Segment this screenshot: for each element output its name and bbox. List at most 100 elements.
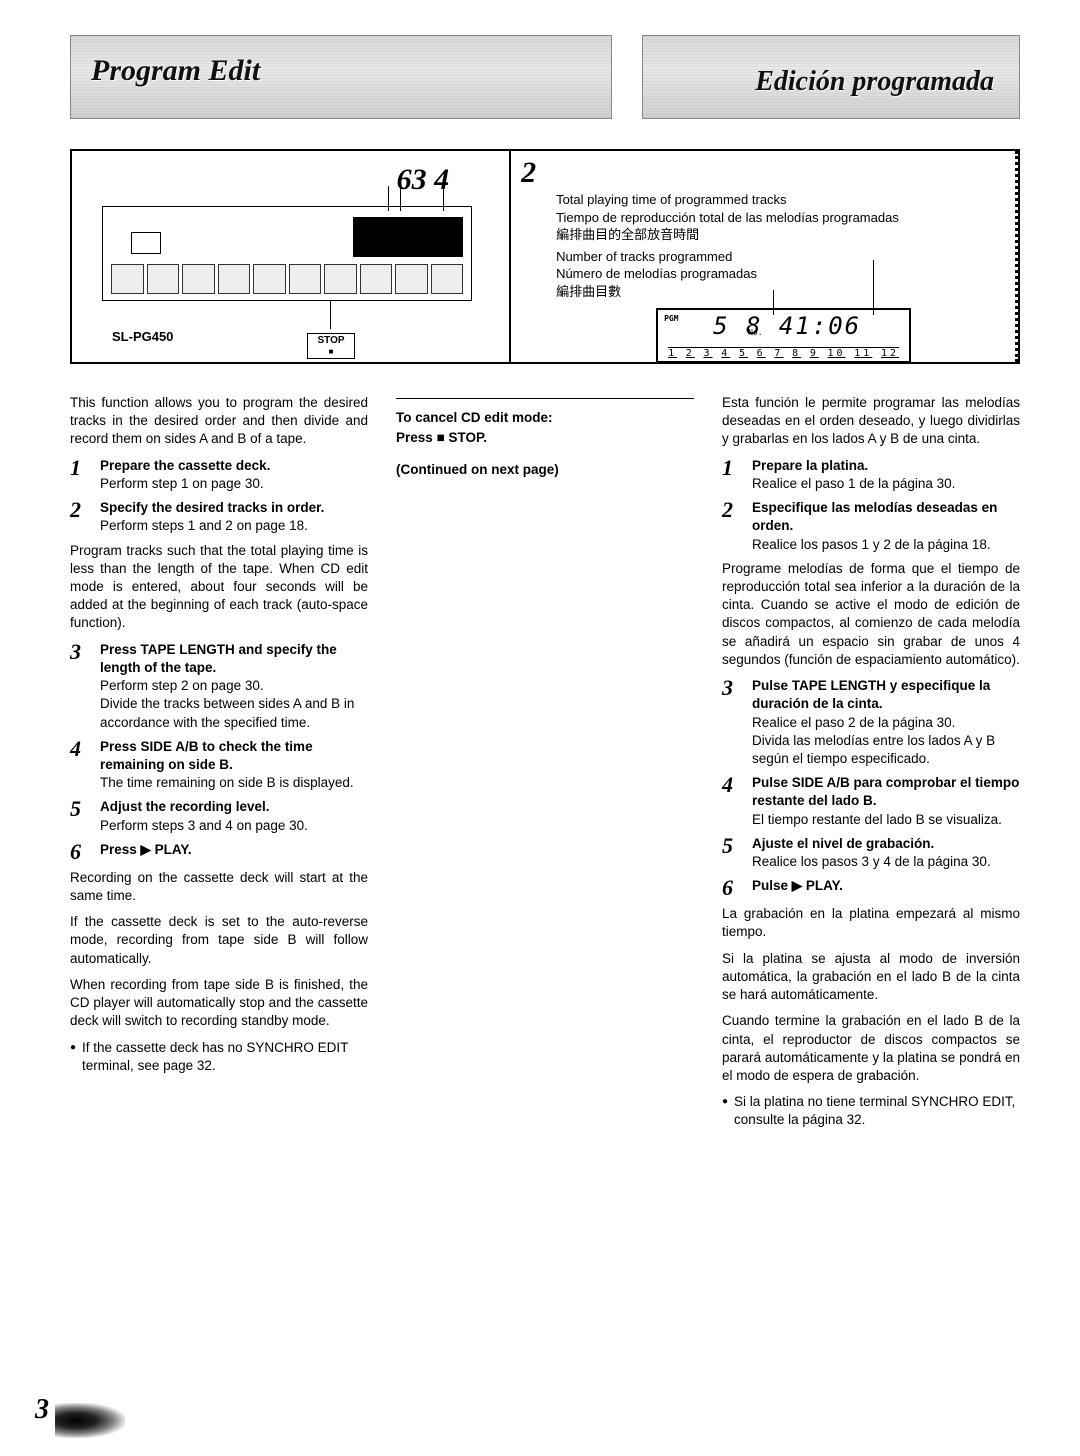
step-body: Pulse SIDE A/B para comprobar el tiempo … <box>752 774 1020 829</box>
s5t: Perform steps 3 and 4 on page 30. <box>100 817 368 835</box>
en-step-3: 3 Press TAPE LENGTH and specify the leng… <box>70 641 368 732</box>
s1b: Prepare the cassette deck. <box>100 457 368 475</box>
es-step-2: 2 Especifique las melodías deseadas en o… <box>722 499 1020 554</box>
es-step-4: 4 Pulse SIDE A/B para comprobar el tiemp… <box>722 774 1020 829</box>
es-para3: Si la platina se ajusta al modo de inver… <box>722 950 1020 1005</box>
s3t1: Realice el paso 2 de la página 30. <box>752 714 1020 732</box>
header-right: Edición programada <box>642 35 1020 119</box>
col-english: This function allows you to program the … <box>70 394 368 1130</box>
s4b: Pulse SIDE A/B para comprobar el tiempo … <box>752 774 1020 810</box>
legend-1c: 編排曲目的全部放音時間 <box>556 226 1000 244</box>
en-step-1: 1 Prepare the cassette deck. Perform ste… <box>70 457 368 493</box>
step-body: Specify the desired tracks in order. Per… <box>100 499 368 535</box>
step-body: Prepare the cassette deck. Perform step … <box>100 457 368 493</box>
es-para4: Cuando termine la grabación en el lado B… <box>722 1012 1020 1085</box>
es-para2: La grabación en la platina empezará al m… <box>722 905 1020 941</box>
s3t2: Divida las melodías entre los lados A y … <box>752 732 1020 768</box>
s4t: El tiempo restante del lado B se visuali… <box>752 811 1020 829</box>
device-buttons <box>111 264 463 294</box>
t6: 6 <box>757 348 766 359</box>
figure-display: 2 Total playing time of programmed track… <box>511 151 1018 362</box>
leader-line-2 <box>400 186 401 211</box>
step-num: 1 <box>70 457 88 493</box>
s2b: Specify the desired tracks in order. <box>100 499 368 517</box>
en-step-6: 6 Press ▶ PLAY. <box>70 841 368 863</box>
es-step-6: 6 Pulse ▶ PLAY. <box>722 877 1020 899</box>
step-body: Press TAPE LENGTH and specify the length… <box>100 641 368 732</box>
legend-2b: Número de melodías programadas <box>556 265 1000 283</box>
stop-symbol-icon: ■ <box>329 347 334 356</box>
s2b: Especifique las melodías deseadas en ord… <box>752 499 1020 535</box>
cancel-t: Press ■ STOP. <box>396 429 694 447</box>
step-num: 3 <box>70 641 88 732</box>
figures-row: 63 4 SL-PG450 STOP ■ 2 Total playing tim… <box>70 149 1020 364</box>
step-num: 6 <box>722 877 740 899</box>
leader-line-1 <box>443 186 444 211</box>
model-label: SL-PG450 <box>112 329 173 344</box>
s3b: Press TAPE LENGTH and specify the length… <box>100 641 368 677</box>
lcd-display: PGM 5 8 41:06 No. 1 2 3 4 5 6 7 8 9 10 1… <box>656 308 911 363</box>
es-intro: Esta función le permite programar las me… <box>722 394 1020 449</box>
en-step-5: 5 Adjust the recording level. Perform st… <box>70 798 368 834</box>
body-columns: This function allows you to program the … <box>70 394 1020 1130</box>
s2t: Perform steps 1 and 2 on page 18. <box>100 517 368 535</box>
t3: 3 <box>704 348 713 359</box>
step-num: 5 <box>70 798 88 834</box>
device-outline <box>102 206 472 301</box>
en-para3: If the cassette deck is set to the auto-… <box>70 913 368 968</box>
legend-1b: Tiempo de reproducción total de las melo… <box>556 209 1000 227</box>
s4b: Press SIDE A/B to check the time remaini… <box>100 738 368 774</box>
stop-leader <box>330 301 331 329</box>
step-num: 3 <box>722 677 740 768</box>
t2: 2 <box>686 348 695 359</box>
step-num: 1 <box>722 457 740 493</box>
legend-2c: 編排曲目數 <box>556 283 1000 301</box>
col-middle: To cancel CD edit mode: Press ■ STOP. (C… <box>396 394 694 1130</box>
col-spanish: Esta función le permite programar las me… <box>722 394 1020 1130</box>
en-intro: This function allows you to program the … <box>70 394 368 449</box>
en-step-4: 4 Press SIDE A/B to check the time remai… <box>70 738 368 793</box>
device-display <box>353 217 463 257</box>
t9: 9 <box>810 348 819 359</box>
step-body: Adjust the recording level. Perform step… <box>100 798 368 834</box>
header-row: Program Edit Edición programada <box>70 35 1020 119</box>
step-num: 6 <box>70 841 88 863</box>
t7: 7 <box>774 348 783 359</box>
en-step-2: 2 Specify the desired tracks in order. P… <box>70 499 368 535</box>
step-body: Ajuste el nivel de grabación. Realice lo… <box>752 835 1020 871</box>
lcd-leader-1 <box>873 260 874 315</box>
stop-label: STOP <box>317 335 344 346</box>
s1t: Perform step 1 on page 30. <box>100 475 368 493</box>
es-para1: Programe melodías de forma que el tiempo… <box>722 560 1020 669</box>
step-num: 5 <box>722 835 740 871</box>
s3t1: Perform step 2 on page 30. <box>100 677 368 695</box>
display-legend: Total playing time of programmed tracks … <box>556 191 1000 300</box>
s6b: Pulse ▶ PLAY. <box>752 877 1020 895</box>
step-num: 4 <box>722 774 740 829</box>
step-body: Pulse ▶ PLAY. <box>752 877 1020 899</box>
divider <box>396 398 694 399</box>
step-body: Especifique las melodías deseadas en ord… <box>752 499 1020 554</box>
t5: 5 <box>739 348 748 359</box>
legend-1a: Total playing time of programmed tracks <box>556 191 1000 209</box>
t8: 8 <box>792 348 801 359</box>
lcd-pgm: PGM <box>664 314 678 323</box>
step-body: Press ▶ PLAY. <box>100 841 368 863</box>
es-step-5: 5 Ajuste el nivel de grabación. Realice … <box>722 835 1020 871</box>
title-en: Program Edit <box>91 54 591 88</box>
bullet-text: Si la platina no tiene terminal SYNCHRO … <box>734 1093 1020 1129</box>
s1b: Prepare la platina. <box>752 457 1020 475</box>
callout-634: 63 4 <box>397 163 450 197</box>
en-para4: When recording from tape side B is finis… <box>70 976 368 1031</box>
s5b: Ajuste el nivel de grabación. <box>752 835 1020 853</box>
es-bullet1: Si la platina no tiene terminal SYNCHRO … <box>722 1093 1020 1129</box>
en-para2: Recording on the cassette deck will star… <box>70 869 368 905</box>
legend-2a: Number of tracks programmed <box>556 248 1000 266</box>
s6b: Press ▶ PLAY. <box>100 841 368 859</box>
scan-smudge <box>55 1403 125 1438</box>
page-number: 3 <box>35 1394 49 1426</box>
s5b: Adjust the recording level. <box>100 798 368 816</box>
step-num: 2 <box>70 499 88 535</box>
en-para1: Program tracks such that the total playi… <box>70 542 368 633</box>
fig-num-2: 2 <box>521 156 536 190</box>
